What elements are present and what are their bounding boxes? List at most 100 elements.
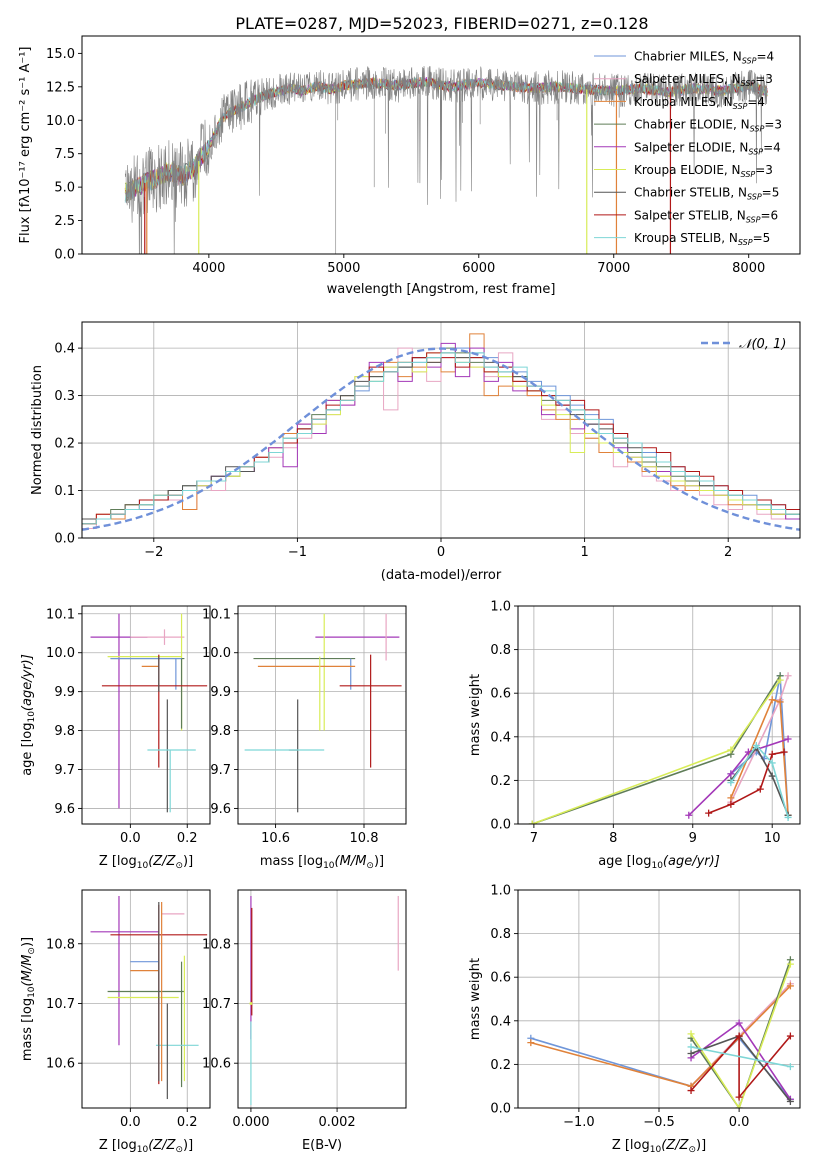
legend-label: =3	[764, 118, 782, 132]
plot-area	[244, 613, 402, 813]
y-tick-label: 9.6	[210, 802, 231, 817]
x-tick-label: 0.0	[729, 1115, 750, 1130]
y-tick-label: 9.9	[210, 685, 231, 700]
y-tick-label: 10.7	[46, 997, 75, 1012]
y-tick-label: 0.1	[54, 484, 75, 499]
mass-weight-marker	[735, 1093, 743, 1101]
label-part: mass [log	[260, 854, 323, 869]
label-part: (M/M	[20, 955, 35, 987]
legend-label: Chabrier ELODIE, N	[634, 118, 750, 132]
legend-entry: Chabrier MILES, NSSP=4	[634, 50, 774, 66]
mass-weight-marker	[786, 1097, 794, 1105]
mass-weight-marker	[784, 813, 792, 821]
y-tick-label: 5.0	[54, 181, 75, 196]
y-tick-label: 1.0	[490, 884, 511, 899]
y-tick-label: 10.7	[202, 997, 231, 1012]
y-tick-label: 15.0	[46, 47, 75, 62]
legend-label: =5	[762, 186, 780, 200]
label-subscript: ⊙	[175, 1145, 183, 1155]
legend-label: =6	[760, 208, 778, 222]
y-tick-label: 10.6	[202, 1057, 231, 1072]
mass-weight-marker	[705, 809, 713, 817]
mass-weight-marker	[776, 676, 784, 684]
plot-area	[124, 65, 768, 254]
y-tick-label: 9.6	[54, 802, 75, 817]
mass-weight-marker	[527, 1039, 535, 1047]
mass-weight-marker	[687, 1043, 695, 1051]
mass-weight-line	[690, 959, 792, 1108]
x-tick-label: 4000	[192, 261, 225, 276]
legend-label: =3	[755, 163, 773, 177]
x-tick-label: −0.5	[643, 1115, 675, 1130]
y-tick-label: 12.5	[46, 80, 75, 95]
mass-vs-extinction-panel: 0.000 0.002 10.6 10.7 10.8 E(B-V)	[202, 889, 407, 1153]
mass-weight-marker	[780, 748, 788, 756]
legend-label: Kroupa MILES, N	[634, 95, 733, 109]
label-subscript: ⊙	[366, 861, 374, 871]
y-tick-label: 0.2	[490, 774, 511, 789]
mass-weight-line	[690, 1033, 792, 1100]
y-tick-label: 0.8	[490, 643, 511, 658]
mass-weight-line	[690, 1035, 792, 1102]
legend-label: Chabrier MILES, N	[634, 50, 742, 64]
axes-frame	[517, 889, 801, 1109]
plot-area	[249, 895, 399, 1106]
mass-weight-line	[690, 1046, 791, 1068]
label-part: )]	[183, 1138, 193, 1153]
x-tick-label: 0.000	[232, 1115, 269, 1130]
mass-weight-line	[532, 679, 781, 824]
legend-label: Kroupa ELODIE, N	[634, 163, 741, 177]
x-tick-label: 10	[764, 831, 781, 846]
plot-area	[90, 613, 208, 813]
residuals-panel: −2 −1 0 1 2 0.0 0.1 0.2 0.3 0.4 (data-model)/error…	[30, 321, 801, 583]
legend-entry: Chabrier ELODIE, NSSP=3	[634, 118, 782, 134]
label-subscript: ⊙	[27, 947, 37, 955]
age-vs-metallicity-panel: 0.0 0.29.69.79.89.910.010.1Z [log10(Z/Z⊙)…	[20, 605, 211, 871]
legend-entry: Salpeter MILES, NSSP=3	[634, 72, 773, 88]
y-tick-label: 9.8	[54, 724, 75, 739]
y-tick-label: 0.0	[490, 1102, 511, 1117]
label-part: )]	[374, 854, 384, 869]
legend-subscript: SSP	[746, 215, 761, 224]
x-tick-label: 0.0	[120, 1115, 141, 1130]
plot-area	[528, 672, 792, 824]
label-part: Z [log	[99, 1138, 137, 1153]
axes-frame	[237, 889, 407, 1109]
data-point	[249, 1001, 253, 1005]
x-tick-label: −1.0	[563, 1115, 595, 1130]
x-tick-label: 6000	[462, 261, 495, 276]
label-subscript: 10	[651, 861, 663, 871]
mass-weight-marker	[735, 1019, 743, 1027]
legend-label: Salpeter STELIB, N	[634, 208, 746, 222]
mass-weight-marker	[786, 982, 794, 990]
mass-weight-marker	[727, 800, 735, 808]
label-part: (age/yr)]	[663, 854, 720, 869]
label-subscript: 10	[650, 1145, 662, 1155]
legend-entry: Kroupa MILES, NSSP=4	[634, 95, 765, 111]
axes-frame	[81, 605, 211, 825]
x-axis-label: Z [log10(Z/Z⊙)]	[99, 854, 193, 871]
mass-weight-line	[730, 746, 789, 816]
histogram-step	[82, 352, 800, 538]
x-axis-label: Z [log10(Z/Z⊙)]	[99, 1138, 193, 1155]
mass-weight-marker	[735, 1104, 743, 1108]
x-tick-label: 2	[724, 545, 732, 560]
label-subscript: ⊙	[175, 861, 183, 871]
legend-label: Chabrier STELIB, N	[634, 186, 747, 200]
y-tick-label: 0.2	[490, 1058, 511, 1073]
mass-weight-marker	[768, 759, 776, 767]
y-tick-label: 1.0	[490, 600, 511, 615]
y-tick-label: 0.8	[490, 927, 511, 942]
label-part: Z [log	[99, 854, 137, 869]
mass-weight-marker	[727, 770, 735, 778]
legend-label: =4	[747, 95, 765, 109]
y-tick-label: 0.4	[54, 342, 75, 357]
mass-weight-marker	[735, 1032, 743, 1040]
axes-frame	[81, 35, 801, 255]
x-tick-label: 7000	[597, 261, 630, 276]
mass-weight-line	[532, 675, 781, 824]
y-axis-label: mass [log10(M/M⊙)]	[20, 937, 37, 1061]
label-part: )]	[696, 1138, 706, 1153]
label-subscript: 10	[323, 861, 335, 871]
